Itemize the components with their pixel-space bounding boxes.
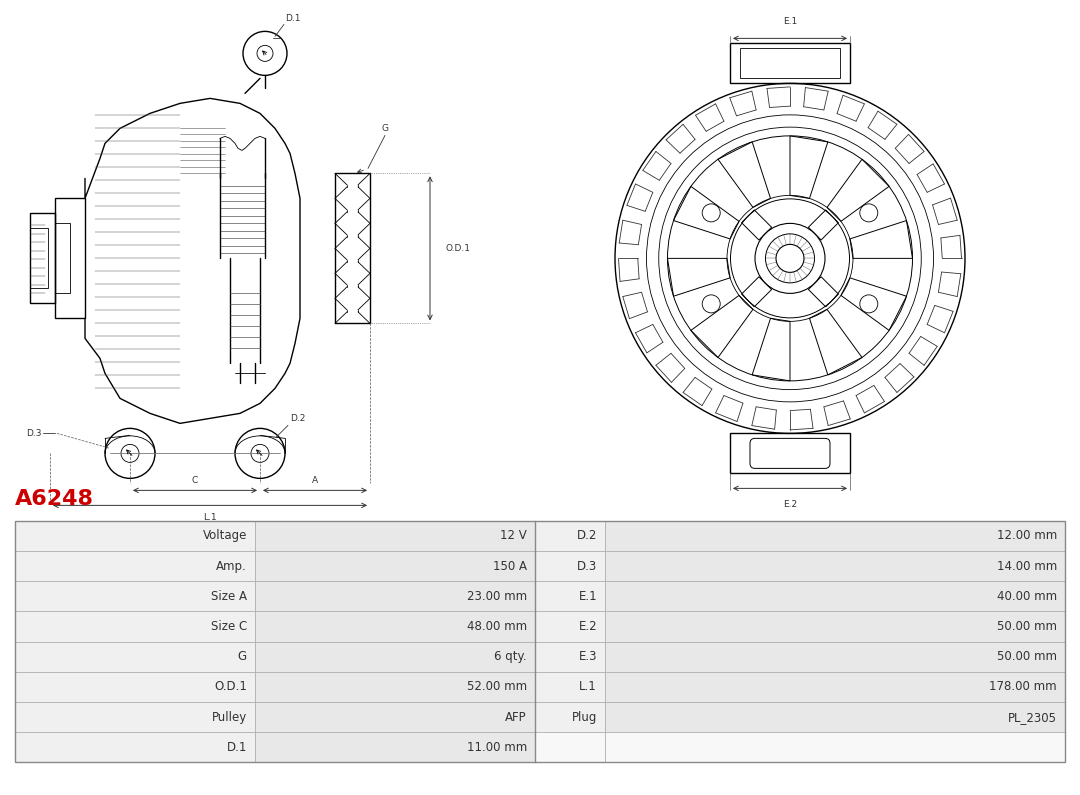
Bar [255,732,535,762]
Bar [605,521,1065,551]
Text: D.1: D.1 [285,14,300,23]
Text: 48.00 mm: 48.00 mm [467,620,527,633]
Text: Size C: Size C [211,620,247,633]
Bar [535,611,605,642]
Text: D.3: D.3 [27,429,42,438]
Bar [30,213,55,304]
Bar [255,521,535,551]
Text: 50.00 mm: 50.00 mm [997,650,1057,663]
Bar [605,642,1065,672]
Bar [605,702,1065,732]
Bar [15,642,255,672]
Bar [535,521,605,551]
Text: 52.00 mm: 52.00 mm [467,681,527,693]
Bar [535,732,605,762]
Bar [535,702,605,732]
Bar [15,551,255,581]
Text: D.2: D.2 [577,529,597,542]
Bar [15,581,255,611]
Bar [15,702,255,732]
Text: 12.00 mm: 12.00 mm [997,529,1057,542]
Text: Plug: Plug [571,711,597,723]
Bar [15,732,255,762]
Text: A6248: A6248 [15,489,94,509]
Bar [30,228,48,289]
Bar [535,672,605,702]
Bar [605,551,1065,581]
Bar [740,48,840,79]
Bar [535,551,605,581]
Bar [55,199,85,318]
Text: Voltage: Voltage [203,529,247,542]
Bar [55,223,70,293]
Text: E.2: E.2 [783,500,797,510]
Bar [730,433,850,473]
Bar [15,611,255,642]
Bar [15,672,255,702]
Text: E.1: E.1 [783,17,797,26]
Bar [15,521,1065,762]
Text: C: C [192,476,198,486]
Text: L.1: L.1 [579,681,597,693]
Text: G: G [381,124,389,134]
Text: Size A: Size A [211,590,247,603]
Bar [255,642,535,672]
Text: 23.00 mm: 23.00 mm [467,590,527,603]
Text: A: A [312,476,319,486]
Text: D.3: D.3 [577,560,597,572]
Text: E.3: E.3 [579,650,597,663]
Text: Amp.: Amp. [216,560,247,572]
Bar [605,581,1065,611]
Text: 150 A: 150 A [492,560,527,572]
Text: Pulley: Pulley [212,711,247,723]
Bar [15,521,255,551]
Text: 178.00 mm: 178.00 mm [989,681,1057,693]
Text: G: G [238,650,247,663]
Bar [255,672,535,702]
Bar [605,732,1065,762]
Bar [255,551,535,581]
Bar [535,642,605,672]
Text: 12 V: 12 V [500,529,527,542]
Bar [255,702,535,732]
Bar [255,611,535,642]
Text: 11.00 mm: 11.00 mm [467,741,527,754]
Text: 50.00 mm: 50.00 mm [997,620,1057,633]
Text: E.1: E.1 [579,590,597,603]
Text: AFP: AFP [505,711,527,723]
Text: E.2: E.2 [579,620,597,633]
Text: 6 qty.: 6 qty. [495,650,527,663]
Text: 14.00 mm: 14.00 mm [997,560,1057,572]
Text: O.D.1: O.D.1 [214,681,247,693]
Text: L.1: L.1 [203,514,217,522]
Text: 40.00 mm: 40.00 mm [997,590,1057,603]
Bar [605,672,1065,702]
Text: D.1: D.1 [227,741,247,754]
Text: PL_2305: PL_2305 [1008,711,1057,723]
Bar [255,581,535,611]
Bar [605,611,1065,642]
Text: D.2: D.2 [291,414,306,424]
Bar [730,44,850,83]
Text: O.D.1: O.D.1 [445,244,470,253]
Bar [535,581,605,611]
